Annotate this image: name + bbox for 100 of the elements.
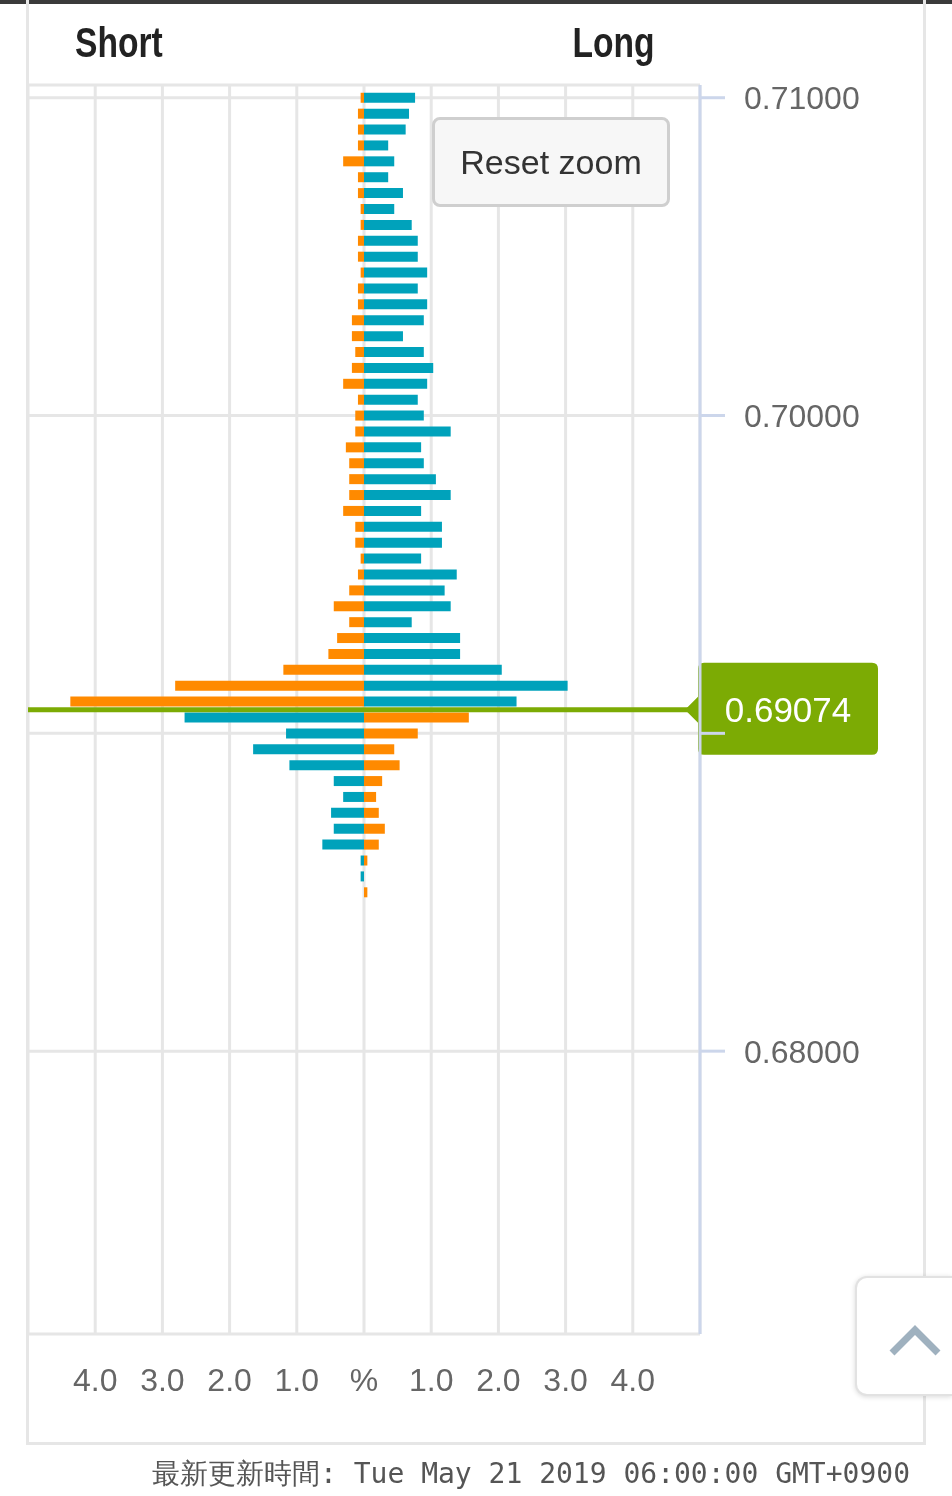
bar	[364, 124, 406, 135]
bar	[357, 299, 364, 310]
bar	[333, 776, 364, 787]
bar	[333, 823, 364, 834]
bar	[349, 474, 364, 485]
bar	[364, 823, 385, 834]
bar	[343, 378, 364, 389]
bar	[337, 633, 364, 644]
bar	[364, 267, 428, 278]
x-tick-label: 2.0	[207, 1361, 252, 1398]
bar	[364, 744, 395, 755]
y-tick-label: 0.68000	[744, 1033, 860, 1070]
x-tick-label: 4.0	[72, 1361, 118, 1398]
bar	[364, 156, 395, 167]
text: Short	[75, 19, 163, 66]
bar	[357, 172, 364, 183]
bar	[331, 807, 364, 818]
bar	[253, 744, 364, 755]
bar	[355, 537, 364, 548]
ref-line-label: 0.69074	[724, 689, 852, 729]
bar	[349, 617, 364, 628]
bar	[351, 331, 364, 342]
bar	[364, 140, 389, 151]
x-tick-label: 1.0	[408, 1361, 454, 1398]
bar	[364, 347, 424, 358]
bar	[289, 760, 364, 771]
bar	[364, 219, 412, 230]
bar	[364, 188, 403, 199]
bar	[364, 458, 424, 469]
bar	[364, 490, 451, 501]
text: Long	[572, 19, 655, 66]
bar	[364, 728, 418, 739]
bar	[351, 315, 364, 326]
bar	[345, 442, 364, 453]
x-tick-label: %	[349, 1361, 379, 1398]
bar	[357, 108, 364, 119]
bar	[364, 442, 422, 453]
bar	[364, 474, 436, 485]
x-tick-label: 1.0	[274, 1361, 320, 1398]
text: 最新更新時間: Tue May 21 2019 06:00:00 GMT+0900	[152, 1456, 911, 1492]
bar	[343, 156, 364, 167]
bar	[364, 585, 445, 596]
x-tick-label: 3.0	[543, 1361, 588, 1398]
bar	[349, 585, 364, 596]
bar	[364, 537, 442, 548]
bar	[357, 235, 364, 246]
bar	[357, 124, 364, 135]
bar	[364, 791, 377, 802]
bar	[364, 521, 442, 532]
bar	[364, 283, 418, 294]
y-tick-label: 0.70000	[744, 397, 860, 434]
bar	[364, 633, 461, 644]
bar	[322, 839, 364, 850]
bar	[349, 458, 364, 469]
bar	[364, 92, 416, 103]
bar	[351, 362, 364, 373]
bar	[364, 172, 389, 183]
bar	[357, 394, 364, 405]
bar	[357, 283, 364, 294]
x-tick-label: 2.0	[476, 1361, 521, 1398]
zoom-reset-button: Reset zoom	[432, 117, 670, 207]
bar	[175, 680, 364, 691]
bar	[355, 521, 364, 532]
bar	[355, 410, 364, 421]
bar	[355, 347, 364, 358]
bar	[286, 728, 364, 739]
bar	[357, 251, 364, 262]
bar	[184, 712, 364, 723]
bar	[364, 378, 428, 389]
bar	[364, 204, 395, 214]
bar	[364, 664, 502, 675]
bar	[283, 664, 364, 675]
bar	[364, 505, 422, 516]
x-tick-label: 3.0	[140, 1361, 185, 1398]
bar	[364, 569, 457, 580]
bar	[364, 331, 403, 342]
bar	[364, 601, 451, 612]
bar	[328, 648, 364, 659]
bar	[364, 108, 410, 119]
bar	[355, 426, 364, 437]
bar	[364, 235, 418, 246]
bar	[364, 617, 412, 628]
bar	[364, 807, 379, 818]
x-tick-label: 4.0	[610, 1361, 656, 1398]
bar	[364, 776, 383, 787]
bar	[364, 251, 418, 262]
bar	[333, 601, 364, 612]
y-tick-label: 0.71000	[744, 80, 860, 117]
bar	[343, 791, 364, 802]
bar	[364, 760, 400, 771]
bar	[364, 362, 434, 373]
bar	[364, 680, 568, 691]
bar	[357, 188, 364, 199]
bar	[364, 553, 422, 564]
bar	[364, 696, 517, 707]
bar	[364, 648, 461, 659]
bar	[343, 505, 364, 516]
bar	[364, 426, 451, 437]
annotation: Reset zoom	[460, 142, 642, 182]
bar	[357, 569, 364, 580]
